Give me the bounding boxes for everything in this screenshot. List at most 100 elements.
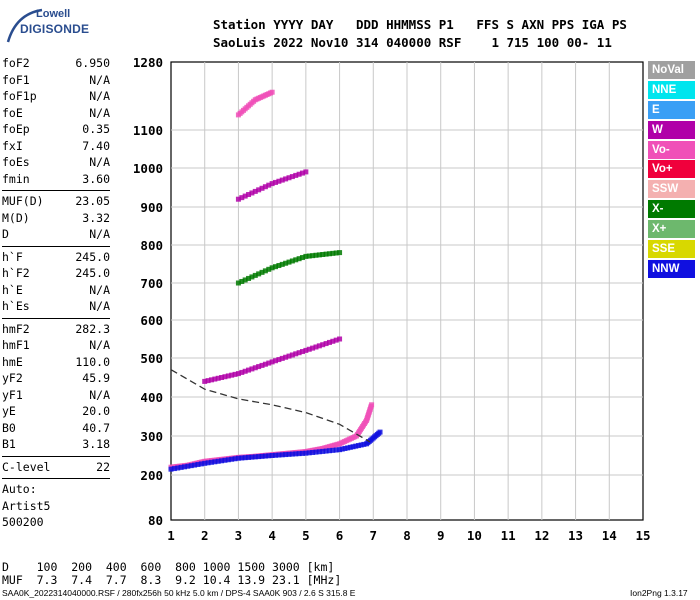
trace-point bbox=[185, 463, 191, 469]
trace-point bbox=[266, 182, 272, 188]
param-value: 110.0 bbox=[75, 354, 110, 369]
trace-point bbox=[242, 455, 248, 461]
polarization-legend: NoVal NNE E W Vo- Vo+ SSW X- X+ SSE NNW bbox=[648, 61, 695, 280]
trace-point bbox=[266, 360, 272, 366]
trace-point bbox=[306, 253, 312, 259]
param-name: fmin bbox=[2, 171, 30, 186]
trace-point bbox=[320, 252, 326, 257]
trace-point bbox=[175, 465, 181, 471]
trace-point bbox=[279, 452, 285, 458]
trace-point bbox=[249, 454, 255, 460]
legend-item-xminus: X- bbox=[648, 200, 695, 219]
trace-point bbox=[215, 458, 221, 464]
param-separator bbox=[2, 478, 110, 479]
legend-item-xplus: X+ bbox=[648, 220, 695, 239]
trace-point bbox=[276, 263, 282, 269]
trace-point bbox=[252, 188, 258, 194]
param-name: hmE bbox=[2, 354, 23, 369]
trace-point bbox=[342, 445, 348, 451]
trace-point bbox=[296, 256, 302, 262]
param-name: B0 bbox=[2, 420, 16, 435]
trace-point bbox=[286, 259, 292, 265]
param-row: foF1p N/A bbox=[2, 89, 110, 106]
trace-point bbox=[202, 460, 208, 466]
param-row: hmF1 N/A bbox=[2, 338, 110, 355]
trace-point bbox=[246, 454, 252, 460]
y-tick-label: 400 bbox=[140, 390, 163, 405]
logo-arc-icon bbox=[6, 8, 43, 43]
param-row: foEp 0.35 bbox=[2, 122, 110, 139]
trace-point bbox=[326, 251, 332, 257]
param-name: foF2 bbox=[2, 56, 30, 70]
x-tick-label: 12 bbox=[534, 528, 549, 543]
trace-point bbox=[259, 362, 265, 368]
trace-point bbox=[181, 464, 187, 470]
trace-point bbox=[316, 252, 322, 258]
legend-item-nne: NNE bbox=[648, 80, 695, 99]
trace-point bbox=[306, 450, 312, 456]
trace-point bbox=[178, 464, 184, 470]
param-value: N/A bbox=[89, 227, 110, 241]
param-row: yF2 45.9 bbox=[2, 371, 110, 388]
x-tick-label: 2 bbox=[201, 528, 209, 543]
trace-point bbox=[249, 190, 255, 196]
legend-item-voplus: Vo+ bbox=[648, 160, 695, 179]
param-name: foEs bbox=[2, 155, 30, 169]
trace-point bbox=[320, 342, 326, 348]
trace-point bbox=[353, 443, 359, 449]
y-tick-label: 900 bbox=[140, 200, 163, 215]
param-name: foE bbox=[2, 105, 23, 120]
x-tick-label: 13 bbox=[568, 528, 583, 543]
trace-point bbox=[269, 359, 275, 365]
param-separator bbox=[2, 455, 110, 457]
trace-point bbox=[333, 337, 339, 343]
param-name: yE bbox=[2, 404, 16, 418]
trace-point bbox=[262, 361, 268, 367]
trace-point bbox=[289, 451, 295, 457]
trace-point bbox=[347, 444, 353, 450]
param-row: h`E N/A bbox=[2, 283, 110, 300]
param-name: yF1 bbox=[2, 387, 23, 402]
trace-point bbox=[323, 251, 329, 257]
y-tick-label: 600 bbox=[140, 313, 163, 328]
trace-point bbox=[242, 277, 248, 283]
muf-distance-line-1: D 100 200 400 600 800 1000 1500 3000 [km… bbox=[2, 560, 335, 574]
param-row: fxI 7.40 bbox=[2, 139, 110, 156]
param-name: hmF2 bbox=[2, 321, 30, 336]
lowell-digisonde-logo: Lowell DIGISONDE bbox=[6, 6, 89, 46]
param-name: foF1 bbox=[2, 72, 30, 87]
param-value: 3.32 bbox=[82, 210, 110, 225]
y-tick-label: 800 bbox=[140, 238, 163, 253]
param-value: N/A bbox=[89, 282, 110, 297]
trace-point bbox=[299, 255, 305, 261]
trace-point bbox=[262, 453, 268, 459]
trace-point bbox=[279, 177, 285, 183]
param-value: 45.9 bbox=[82, 371, 110, 385]
trace-point bbox=[339, 446, 345, 452]
trace-point bbox=[239, 195, 245, 201]
trace-point bbox=[296, 451, 302, 457]
trace-point bbox=[283, 452, 289, 458]
trace-point bbox=[323, 448, 329, 454]
param-note: Auto: bbox=[2, 482, 37, 496]
param-value: 6.950 bbox=[75, 56, 110, 70]
trace-point bbox=[249, 274, 255, 280]
trace-point bbox=[326, 339, 332, 345]
param-value: N/A bbox=[89, 299, 110, 313]
trace-point bbox=[377, 429, 383, 435]
trace-point bbox=[239, 369, 245, 375]
x-tick-label: 15 bbox=[635, 528, 650, 543]
param-name: foEp bbox=[2, 122, 30, 136]
trace-point bbox=[320, 448, 326, 454]
trace-point bbox=[269, 265, 275, 271]
y-tick-label: 1280 bbox=[133, 55, 163, 70]
trace-point bbox=[171, 466, 177, 472]
param-name: C-level bbox=[2, 459, 51, 474]
x-tick-label: 5 bbox=[302, 528, 310, 543]
trace-point bbox=[299, 170, 305, 176]
param-name: hmF1 bbox=[2, 338, 30, 352]
trace-point bbox=[232, 456, 238, 462]
trace-point bbox=[296, 171, 302, 177]
legend-item-e: E bbox=[648, 100, 695, 119]
